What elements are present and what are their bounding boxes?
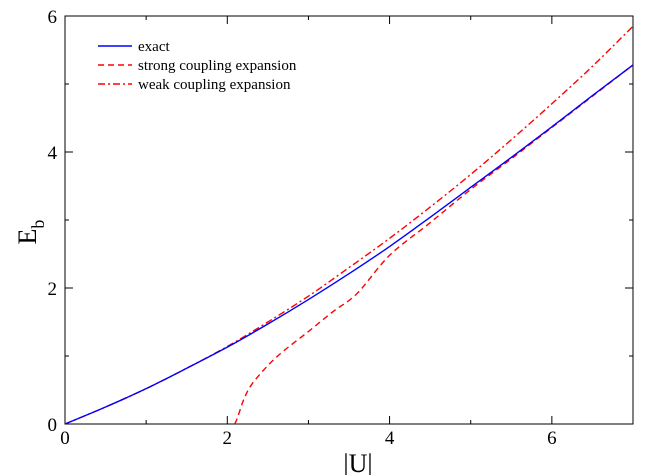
y-tick-label: 6 — [48, 7, 58, 28]
y-axis-title-subscript: b — [28, 220, 48, 229]
legend: exact strong coupling expansion weak coupl… — [98, 39, 297, 93]
series-line-0 — [65, 64, 633, 424]
legend-label-1: strong coupling expansion — [138, 58, 297, 74]
y-tick-label: 4 — [48, 143, 58, 164]
x-axis-title: |U| — [343, 449, 372, 475]
legend-label-0: exact — [138, 39, 170, 55]
x-tick-label: 2 — [223, 428, 233, 449]
series-line-1 — [233, 64, 633, 424]
y-tick-label: 0 — [48, 415, 58, 436]
axis-ticks: 0 2 4 6 0 2 4 6 — [48, 7, 633, 449]
series-layer — [65, 25, 633, 424]
legend-label-2: weak coupling expansion — [138, 77, 291, 93]
x-tick-label: 6 — [547, 428, 557, 449]
x-tick-label: 4 — [385, 428, 395, 449]
y-axis-title-main: E — [13, 229, 42, 245]
x-tick-label: 0 — [60, 428, 70, 449]
y-tick-label: 2 — [48, 279, 58, 300]
y-axis-title: Eb — [13, 220, 48, 245]
